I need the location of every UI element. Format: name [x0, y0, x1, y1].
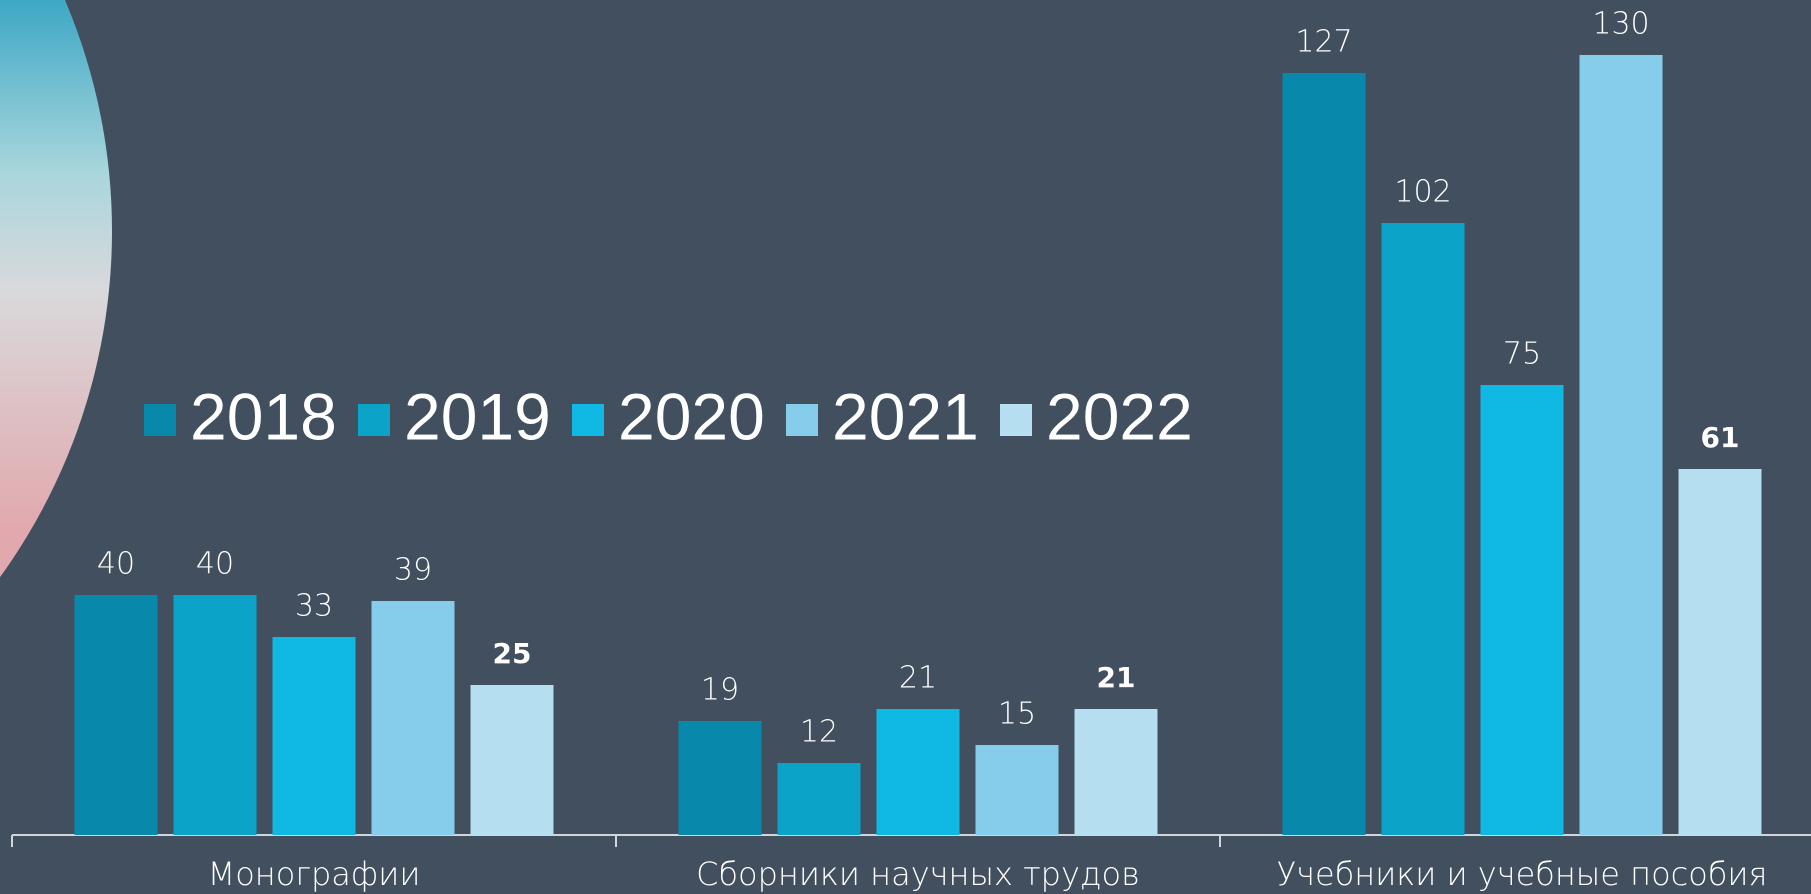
x-tick-label: Учебники и учебные пособия	[1277, 855, 1768, 893]
bar	[75, 595, 158, 835]
bar	[1382, 223, 1465, 835]
chart: Монографии 40 40 33 39 25 Сборники научных тру…	[0, 0, 1811, 894]
value-label: 40	[97, 547, 135, 582]
legend-swatch	[786, 404, 818, 436]
legend-label: 2022	[1046, 379, 1193, 453]
legend-swatch	[1000, 404, 1032, 436]
bar	[1075, 709, 1158, 835]
value-label: 19	[701, 673, 739, 708]
value-label: 61	[1701, 421, 1740, 454]
bar	[372, 601, 455, 835]
legend-label: 2018	[190, 379, 337, 453]
legend-swatch	[572, 404, 604, 436]
bar	[174, 595, 257, 835]
bar	[778, 763, 861, 835]
bar	[877, 709, 960, 835]
bar	[679, 721, 762, 835]
value-label: 130	[1592, 7, 1649, 42]
value-label: 40	[196, 547, 234, 582]
page: Монографии 40 40 33 39 25 Сборники научных тру…	[0, 0, 1811, 894]
bar	[976, 745, 1059, 835]
bar	[273, 637, 356, 835]
bar	[1283, 73, 1366, 835]
legend-label: 2021	[832, 379, 979, 453]
legend-label: 2020	[618, 379, 765, 453]
value-label: 39	[394, 553, 432, 588]
bar	[1580, 55, 1663, 835]
value-label: 12	[800, 715, 838, 750]
bar	[471, 685, 554, 835]
value-label: 102	[1394, 175, 1451, 210]
value-label: 33	[295, 589, 333, 624]
value-label: 15	[998, 697, 1036, 732]
value-label: 75	[1503, 337, 1541, 372]
bar	[1679, 469, 1762, 835]
legend-swatch	[358, 404, 390, 436]
legend-label: 2019	[404, 379, 551, 453]
value-label: 21	[899, 661, 937, 696]
legend-swatch	[144, 404, 176, 436]
x-tick-label: Монографии	[208, 855, 421, 893]
value-label: 25	[493, 637, 532, 670]
value-label: 127	[1295, 25, 1352, 60]
x-tick-label: Сборники научных трудов	[696, 855, 1140, 893]
value-label: 21	[1097, 661, 1136, 694]
bar	[1481, 385, 1564, 835]
